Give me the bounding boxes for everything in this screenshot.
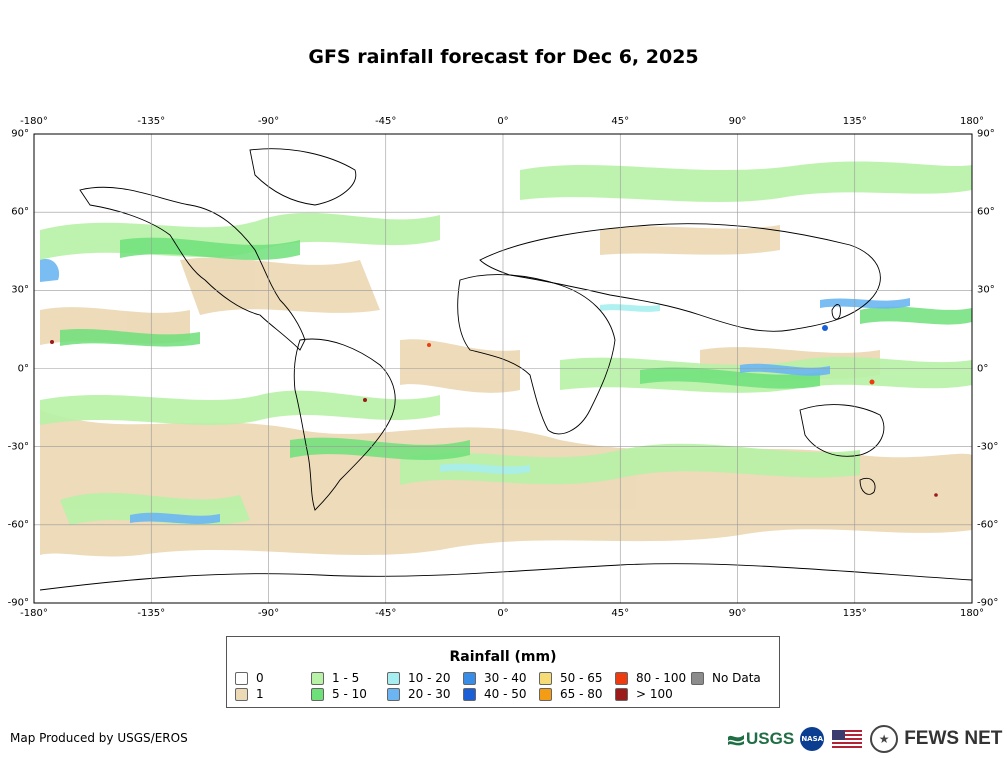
lon-tick-label-bottom: 90° [728, 608, 747, 619]
south-america-outline [293, 338, 396, 511]
lon-tick-label-bottom: 45° [611, 608, 630, 619]
rainfall-map [33, 133, 973, 604]
antarctica-outline [39, 563, 972, 591]
legend-swatch [311, 687, 324, 701]
legend-item: 20 - 30 [387, 687, 451, 701]
fews-net-logo: FEWS NET [904, 728, 1003, 749]
lat-tick-label-right: 30° [977, 284, 995, 296]
lat-tick-label-left: -60° [7, 519, 29, 531]
lon-tick-label-top: -135° [137, 116, 166, 127]
legend-label: 1 - 5 [332, 671, 360, 685]
legend-label: 65 - 80 [560, 687, 603, 701]
africa-outline [457, 274, 616, 435]
credit-text: Map Produced by USGS/EROS [10, 731, 188, 745]
australia-outline [799, 404, 885, 457]
legend-label: > 100 [636, 687, 673, 701]
logos: USGS NASA ★ FEWS NET [728, 724, 1002, 754]
us-flag-icon [832, 730, 863, 748]
lon-tick-label-top: -90° [257, 116, 280, 127]
lon-tick-label-top: 180° [959, 116, 985, 127]
legend-label: 0 [256, 671, 264, 685]
legend-swatch [387, 671, 400, 685]
legend-label: 20 - 30 [408, 687, 451, 701]
lon-tick-label-bottom: -45° [375, 608, 397, 619]
lat-tick-label-left: 0° [17, 363, 29, 374]
graticule [34, 134, 972, 603]
map-frame [33, 133, 973, 604]
legend-item: 5 - 10 [311, 687, 367, 701]
legend-item: 30 - 40 [463, 671, 527, 685]
lon-tick-label-bottom: 0° [497, 608, 509, 619]
legend-item: 65 - 80 [539, 687, 603, 701]
legend-label: 10 - 20 [408, 671, 451, 685]
lon-tick-label-top: 0° [497, 116, 509, 127]
legend-swatch [615, 671, 628, 685]
map-title: GFS rainfall forecast for Dec 6, 2025 [308, 46, 699, 68]
lon-tick-label-top: 90° [728, 116, 747, 127]
usgs-label: USGS [746, 729, 795, 748]
legend-label: 1 [256, 687, 264, 701]
new-zealand-outline [859, 477, 876, 495]
legend-item: 1 [235, 687, 264, 701]
legend-label: 40 - 50 [484, 687, 527, 701]
lat-tick-label-left: -30° [7, 441, 29, 453]
lat-tick-label-left: 30° [11, 284, 29, 296]
legend-label: 80 - 100 [636, 671, 687, 685]
greenland-outline [249, 148, 357, 206]
lat-tick-label-right: -60° [977, 519, 999, 531]
legend-item: 10 - 20 [387, 671, 451, 685]
eurasia-outline [479, 223, 881, 332]
legend-swatch [691, 671, 704, 685]
japan-outline [831, 304, 841, 320]
legend-swatch [539, 671, 552, 685]
lat-tick-label-right: 0° [977, 363, 989, 374]
usgs-logo: USGS [728, 729, 794, 749]
legend-swatch [387, 687, 400, 701]
nasa-logo: NASA [800, 727, 825, 751]
map-area: -180° -180° -135° -135° -90° -90° -45° -45° 0° 0°… [0, 110, 1007, 620]
lat-tick-label-right: 60° [977, 206, 995, 218]
legend-swatch [615, 687, 628, 701]
legend-title: Rainfall (mm) [449, 649, 557, 665]
legend-swatch [463, 671, 476, 685]
legend-item: 80 - 100 [615, 671, 686, 685]
lat-tick-label-right: -30° [977, 441, 999, 453]
north-america-outline [79, 186, 306, 351]
usgs-wave-icon [728, 734, 744, 745]
legend-swatch [463, 687, 476, 701]
legend-item: 40 - 50 [463, 687, 527, 701]
lat-tick-label-left: 90° [11, 128, 29, 140]
lon-tick-label-top: 45° [611, 116, 630, 127]
legend-label: 5 - 10 [332, 687, 367, 701]
legend-label: 30 - 40 [484, 671, 527, 685]
legend-swatch [539, 687, 552, 701]
legend: Rainfall (mm) 0 1 1 - 5 5 - 10 10 - 20 20 - 3… [226, 636, 780, 708]
lon-tick-label-top: -45° [375, 116, 397, 127]
legend-item: 0 [235, 671, 264, 685]
legend-swatch [235, 671, 248, 685]
legend-label: 50 - 65 [560, 671, 603, 685]
legend-swatch [235, 687, 248, 701]
lat-tick-label-right: 90° [977, 128, 995, 140]
lon-tick-label-top: 135° [842, 116, 867, 127]
state-department-seal-icon: ★ [870, 725, 899, 753]
lon-tick-label-bottom: -90° [257, 608, 280, 619]
legend-item: > 100 [615, 687, 673, 701]
lon-tick-label-bottom: 180° [959, 608, 985, 619]
lon-tick-label-bottom: 135° [842, 608, 867, 619]
rainfall-field [39, 148, 972, 591]
legend-label: No Data [712, 671, 761, 685]
legend-item: No Data [691, 671, 761, 685]
lat-tick-label-left: 60° [11, 206, 29, 218]
lat-tick-label-right: -90° [977, 597, 999, 609]
legend-item: 50 - 65 [539, 671, 603, 685]
lat-tick-label-left: -90° [7, 597, 29, 609]
lon-tick-label-bottom: -135° [137, 608, 166, 619]
legend-item: 1 - 5 [311, 671, 359, 685]
lon-tick-label-top: -180° [20, 116, 48, 127]
lon-tick-label-bottom: -180° [20, 608, 48, 619]
legend-swatch [311, 671, 324, 685]
